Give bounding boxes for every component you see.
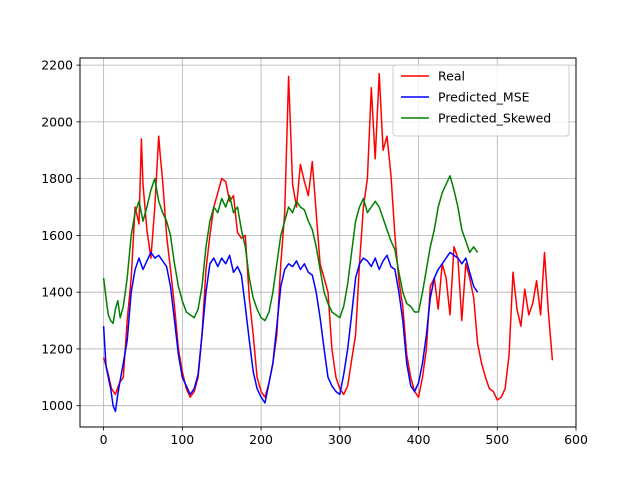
y-tick-label: 2200 (41, 58, 73, 73)
legend-label-real: Real (438, 69, 465, 84)
y-tick-label: 1000 (41, 398, 73, 413)
y-tick-label: 2000 (41, 114, 73, 129)
y-tick-label: 1400 (41, 285, 73, 300)
x-tick-label: 600 (564, 432, 588, 447)
x-tick-label: 200 (249, 432, 273, 447)
series-line-predicted-mse (102, 251, 479, 413)
x-tick-label: 100 (170, 432, 194, 447)
x-tick-label: 300 (328, 432, 352, 447)
legend-box (392, 64, 570, 137)
x-tick-label: 400 (407, 432, 431, 447)
y-tick-label: 1200 (41, 341, 73, 356)
y-tick-label: 1600 (41, 228, 73, 243)
plot-frame (79, 57, 577, 428)
y-tick-label: 1800 (41, 171, 73, 186)
series-line-real (102, 72, 554, 401)
x-tick-label: 0 (100, 432, 108, 447)
axis-ticks: 0 100 200 300 400 500 600 1000 1200 1400 1600 1800 2… (41, 58, 588, 447)
legend: Real Predicted_MSE Predicted_Skewed (392, 64, 570, 137)
legend-label-predicted-skewed: Predicted_Skewed (438, 111, 551, 126)
series-group (102, 72, 554, 413)
legend-label-predicted-mse: Predicted_MSE (438, 90, 530, 105)
x-tick-label: 500 (485, 432, 509, 447)
series-line-predicted-skewed (102, 175, 479, 325)
